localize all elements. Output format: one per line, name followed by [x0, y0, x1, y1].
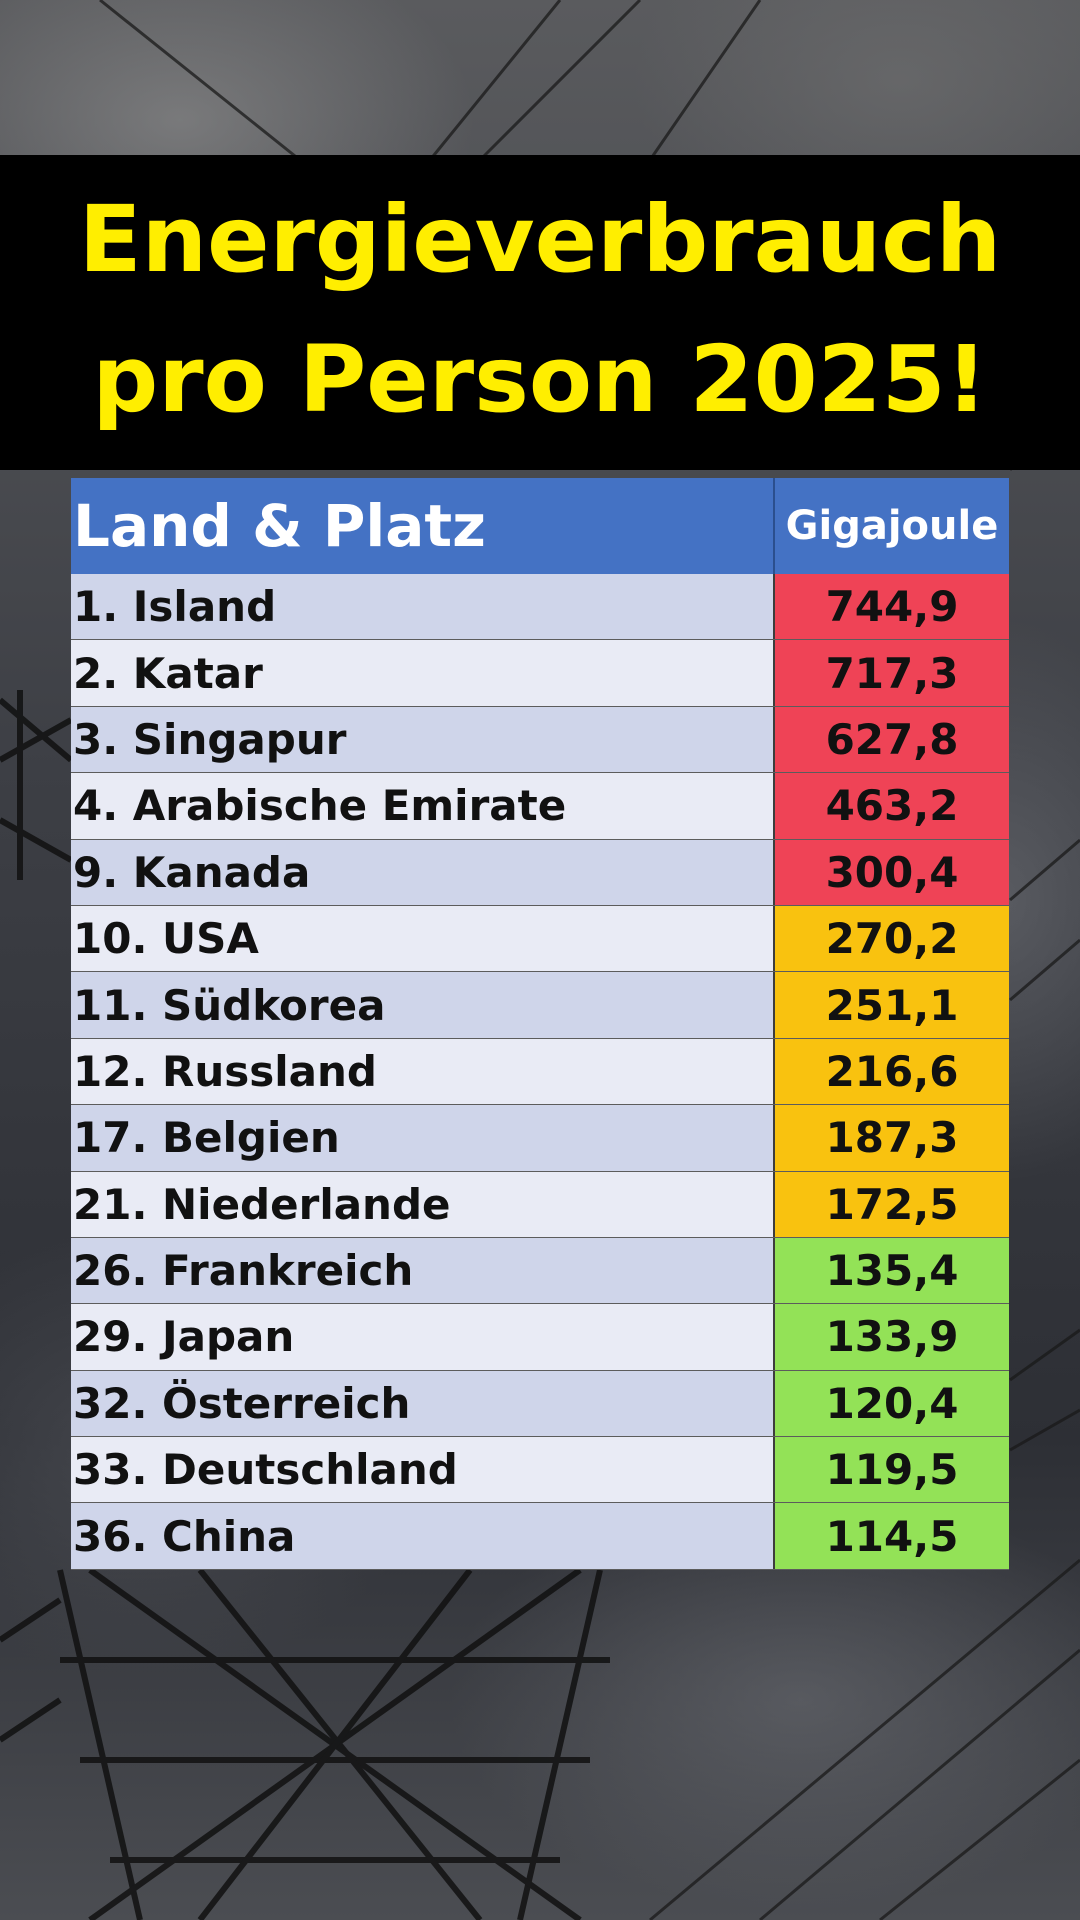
- value-cell: 135,4: [775, 1237, 1009, 1304]
- value-cell: 463,2: [775, 773, 1009, 839]
- table-row: 9. Kanada 300,4: [71, 839, 1009, 906]
- table-row: 2. Katar 717,3: [71, 640, 1009, 707]
- table-row: 3. Singapur 627,8: [71, 706, 1009, 774]
- country-cell: 12. Russland: [71, 1038, 775, 1105]
- value-cell: 744,9: [775, 574, 1009, 640]
- energy-table: Land & Platz Gigajoule 1. Island 744,9 2. …: [71, 478, 1009, 1570]
- country-cell: 2. Katar: [71, 640, 775, 706]
- table-body: 1. Island 744,9 2. Katar 717,3 3. Singapur 62…: [71, 574, 1009, 1570]
- country-cell: 21. Niederlande: [71, 1171, 775, 1237]
- header-country: Land & Platz: [71, 478, 775, 574]
- value-cell: 627,8: [775, 706, 1009, 773]
- value-cell: 172,5: [775, 1171, 1009, 1237]
- table-row: 26. Frankreich 135,4: [71, 1237, 1009, 1305]
- country-cell: 4. Arabische Emirate: [71, 773, 775, 839]
- table-header: Land & Platz Gigajoule: [71, 478, 1009, 574]
- title-band: [0, 155, 1080, 470]
- value-cell: 133,9: [775, 1304, 1009, 1370]
- country-cell: 33. Deutschland: [71, 1437, 775, 1503]
- header-value: Gigajoule: [785, 503, 999, 549]
- country-cell: 17. Belgien: [71, 1105, 775, 1171]
- country-cell: 1. Island: [71, 574, 775, 640]
- value-cell: 270,2: [775, 905, 1009, 972]
- table-row: 33. Deutschland 119,5: [71, 1437, 1009, 1504]
- table-row: 1. Island 744,9: [71, 574, 1009, 641]
- country-cell: 36. China: [71, 1503, 775, 1569]
- table-row: 29. Japan 133,9: [71, 1304, 1009, 1371]
- country-cell: 3. Singapur: [71, 706, 775, 773]
- table-row: 32. Österreich 120,4: [71, 1370, 1009, 1438]
- country-cell: 29. Japan: [71, 1304, 775, 1370]
- page-title-line-1: Energieverbrauch: [78, 186, 1002, 293]
- value-cell: 300,4: [775, 839, 1009, 905]
- country-cell: 9. Kanada: [71, 839, 775, 905]
- table-row: 4. Arabische Emirate 463,2: [71, 773, 1009, 840]
- table-row: 36. China 114,5: [71, 1503, 1009, 1570]
- table-row: 12. Russland 216,6: [71, 1038, 1009, 1106]
- country-cell: 10. USA: [71, 905, 775, 972]
- country-cell: 11. Südkorea: [71, 972, 775, 1038]
- value-cell: 114,5: [775, 1503, 1009, 1569]
- table-row: 10. USA 270,2: [71, 905, 1009, 973]
- table-row: 17. Belgien 187,3: [71, 1105, 1009, 1172]
- value-cell: 119,5: [775, 1437, 1009, 1503]
- value-cell: 187,3: [775, 1105, 1009, 1171]
- table-row: 21. Niederlande 172,5: [71, 1171, 1009, 1238]
- country-cell: 32. Österreich: [71, 1370, 775, 1437]
- country-cell: 26. Frankreich: [71, 1237, 775, 1304]
- value-cell: 216,6: [775, 1038, 1009, 1105]
- page-title-line-2: pro Person 2025!: [92, 326, 988, 433]
- value-cell: 120,4: [775, 1370, 1009, 1437]
- value-cell: 717,3: [775, 640, 1009, 706]
- value-cell: 251,1: [775, 972, 1009, 1038]
- table-row: 11. Südkorea 251,1: [71, 972, 1009, 1039]
